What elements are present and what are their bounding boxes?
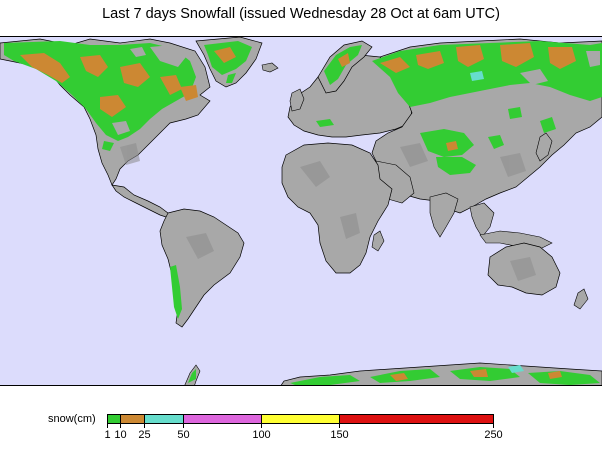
antarctica-snow	[290, 365, 600, 385]
world-snowfall-map	[0, 36, 602, 386]
central-asia-snow	[420, 107, 556, 175]
legend-tick-label: 25	[138, 429, 151, 441]
southeast-asia-landmass	[469, 202, 495, 238]
north-america-snow	[4, 41, 198, 151]
south-america-landmass	[159, 208, 245, 328]
japan-landmass	[535, 132, 553, 162]
legend-tick-mark	[144, 424, 145, 428]
legend-bin-150-250	[339, 414, 494, 424]
legend-tick-label: 10	[114, 429, 127, 441]
iceland-landmass	[261, 62, 279, 73]
map-title: Last 7 days Snowfall (issued Wednesday 2…	[102, 6, 500, 22]
legend-bin-50-100	[183, 414, 262, 424]
uk-landmass	[289, 88, 305, 112]
terrain-shading	[120, 143, 536, 281]
scandinavia-snow	[324, 45, 362, 85]
legend-bin-1-10	[107, 414, 121, 424]
legend-tick-label: 150	[330, 429, 349, 441]
new-zealand-landmass	[573, 288, 589, 310]
indonesia-landmass	[479, 230, 553, 250]
snowfall-legend: snow(cm) 1 10 25 50 100 150 250	[0, 405, 602, 445]
legend-unit-label: snow(cm)	[48, 413, 96, 425]
siberia-snow	[372, 41, 602, 107]
legend-tick-label: 250	[484, 429, 503, 441]
legend-tick-mark	[120, 424, 121, 428]
andes-snow	[170, 265, 182, 319]
legend-bin-10-25	[120, 414, 145, 424]
legend-tick-label: 100	[252, 429, 271, 441]
legend-tick-label: 50	[177, 429, 190, 441]
antarctic-peninsula-snow	[188, 369, 196, 383]
map-canvas	[0, 37, 602, 385]
madagascar-landmass	[371, 230, 385, 252]
alps-snow	[316, 119, 334, 127]
legend-tick-mark	[183, 424, 184, 428]
legend-tick-mark	[261, 424, 262, 428]
legend-bin-100-150	[261, 414, 340, 424]
legend-tick-mark	[339, 424, 340, 428]
legend-tick-mark	[107, 424, 108, 428]
legend-bin-25-50	[144, 414, 184, 424]
india-landmass	[429, 192, 459, 238]
legend-tick-label: 1	[104, 429, 111, 441]
legend-tick-mark	[493, 424, 494, 428]
greenland-snow	[204, 41, 252, 83]
